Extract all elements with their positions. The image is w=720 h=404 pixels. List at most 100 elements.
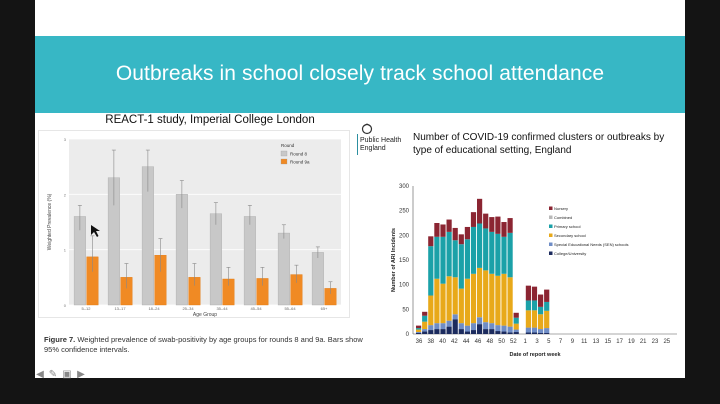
legend-label: Secondary school [554, 233, 586, 238]
bar-segment [544, 310, 550, 329]
bar-segment [483, 329, 489, 334]
bar-segment [470, 212, 477, 227]
x-tick-label: 42 [451, 339, 458, 345]
bar-segment [489, 329, 495, 334]
bar-segment [483, 322, 489, 330]
bar-segment [483, 270, 489, 323]
slide-top-band [35, 0, 685, 36]
bar-segment [434, 278, 440, 324]
legend-swatch [549, 242, 553, 246]
bar-segment [458, 234, 464, 245]
x-tick-label: 25–34 [182, 306, 194, 311]
y-axis-label: Number of ARI Incidents [391, 228, 397, 292]
bar-segment [434, 329, 440, 334]
legend-swatch [280, 158, 288, 165]
bar-segment [464, 325, 470, 332]
legend-swatch [549, 233, 553, 237]
x-tick-label: 17 [616, 339, 623, 345]
bar-segment [507, 332, 513, 334]
bar-segment [428, 295, 434, 326]
slides-icon[interactable]: ▣ [62, 369, 72, 380]
phe-line2: England [360, 145, 386, 152]
bar-segment [464, 239, 470, 279]
bar-segment [544, 289, 550, 302]
bar-segment [477, 324, 483, 334]
bar-segment [513, 323, 519, 330]
bar-segment [483, 228, 489, 271]
x-tick-label: 5–12 [82, 306, 92, 311]
bar-segment [525, 285, 531, 301]
x-tick-label: 13–17 [114, 306, 126, 311]
x-tick-label: 9 [571, 339, 575, 345]
bar-segment [458, 244, 464, 289]
x-tick-label: 50 [498, 339, 505, 345]
bar-segment [477, 317, 483, 325]
bar-segment [531, 327, 538, 333]
bar-segment [452, 227, 458, 241]
bar-segment [531, 332, 538, 334]
x-tick-label: 7 [559, 339, 563, 345]
bar-segment [495, 216, 501, 234]
x-tick-label: 45–54 [250, 306, 262, 311]
x-tick-label: 38 [427, 339, 434, 345]
y-tick-label: 50 [402, 307, 409, 313]
bar-segment [477, 223, 483, 268]
bar-segment [422, 311, 428, 316]
bar-segment [501, 331, 507, 334]
bar [209, 213, 222, 306]
bar-segment [428, 246, 434, 296]
bar-segment [452, 314, 458, 320]
bar-segment [513, 312, 519, 318]
bar-segment [422, 321, 428, 330]
bar-segment [531, 286, 538, 301]
bar-segment [470, 226, 477, 274]
bar-segment [428, 330, 434, 334]
x-tick-label: 11 [581, 339, 588, 345]
bar-segment [495, 233, 501, 276]
x-tick-label: 35–44 [216, 306, 228, 311]
bar-segment [507, 326, 513, 333]
phe-line1: Public Health [360, 137, 402, 144]
right-chart-panel: 0 50 100 150 200 250 300 36 38 40 42 44 46 48 50 52 1 3 5 7… [365, 180, 683, 365]
right-heading: Number of COVID-19 confirmed clusters or… [413, 132, 665, 156]
left-caption: Figure 7. Weighted prevalence of swab-po… [44, 335, 364, 355]
bar-segment [458, 288, 464, 324]
bar-segment [452, 277, 458, 315]
bar-segment [440, 236, 446, 284]
legend-swatch [549, 206, 553, 210]
bar-segment [513, 329, 519, 333]
bar-segment [446, 219, 452, 232]
bar-segment [434, 323, 440, 330]
bar-segment [489, 323, 495, 330]
x-tick-label: 18–24 [148, 306, 160, 311]
prevalence-chart: 0 1 2 3 5–12 13–17 18–24 25–34 35–44 45–54 55–64 65… [47, 137, 341, 318]
presentation-toolbar: ◀ ✎ ▣ ▶ [35, 366, 115, 386]
bar-segment [452, 319, 458, 334]
bar-segment [458, 323, 464, 330]
bar-segment [440, 283, 446, 324]
x-tick-label: 55–64 [284, 306, 296, 311]
bar-segment [531, 310, 538, 328]
bar-segment [440, 323, 446, 330]
x-tick-label: 21 [640, 339, 647, 345]
bar-segment [538, 329, 544, 334]
left-chart-panel: 0 1 2 3 5–12 13–17 18–24 25–34 35–44 45–54 55–64 65… [38, 130, 350, 318]
legend-label: Round 9a [290, 160, 310, 165]
y-tick-label: 200 [399, 233, 410, 239]
caption-label: Figure 7. [44, 335, 76, 344]
bar-segment [477, 198, 483, 224]
y-tick-label: 250 [399, 209, 410, 215]
arrow-right-icon[interactable]: ▶ [77, 369, 85, 380]
legend-swatch [549, 215, 553, 219]
bar-segment [416, 333, 422, 334]
arrow-left-icon[interactable]: ◀ [36, 369, 44, 380]
bar-segment [538, 314, 544, 330]
y-tick-label: 1 [64, 248, 67, 253]
bar-segment [489, 217, 495, 232]
y-tick-label: 3 [64, 137, 67, 142]
bar-segment [446, 320, 452, 327]
pen-icon[interactable]: ✎ [48, 369, 58, 380]
bar-segment [501, 273, 507, 326]
y-tick-label: 2 [64, 192, 67, 197]
y-tick-label: 100 [399, 283, 410, 289]
